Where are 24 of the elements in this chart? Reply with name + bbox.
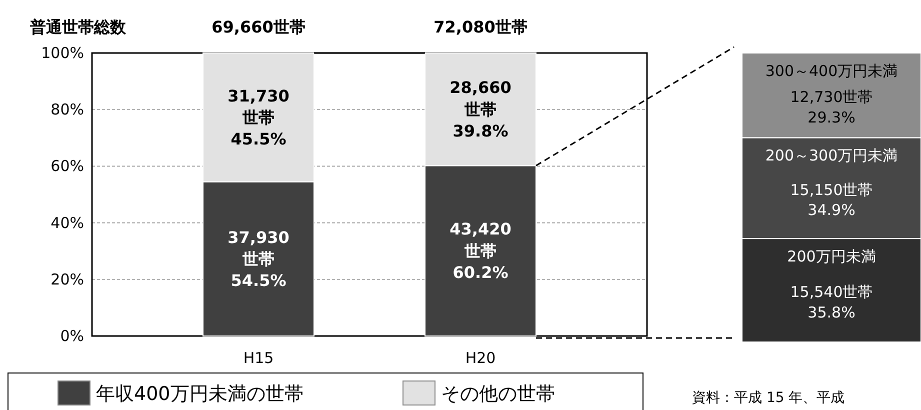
series-label: 200万円未満 (787, 248, 876, 266)
data-label: 37,930 世帯 54.5% (228, 228, 290, 290)
data-label: 12,730世帯 29.3% (790, 88, 873, 126)
legend-label: その他の世帯 (441, 383, 555, 405)
chart-title: 普通世帯総数 (29, 18, 127, 36)
y-tick-label: 20% (50, 270, 84, 288)
annotation: 72,080世帯 (434, 18, 528, 36)
text: 資料：平成 15 年、平成 (692, 390, 845, 406)
series-label: 300～400万円未満 (765, 62, 898, 80)
annotation: 69,660世帯 (212, 18, 306, 36)
data-label: 15,540世帯 35.8% (790, 283, 873, 322)
x-tick-label: H20 (465, 349, 496, 367)
data-label: 15,150世帯 34.9% (790, 180, 873, 220)
y-tick-label: 40% (50, 214, 84, 232)
series-label: 200～300万円未満 (765, 146, 898, 165)
x-tick-label: H15 (243, 349, 274, 367)
y-tick-label: 80% (50, 100, 84, 119)
y-tick-label: 100% (41, 44, 84, 62)
data-label: 43,420 世帯 60.2% (450, 220, 512, 282)
data-label: 31,730 世帯 45.5% (228, 86, 290, 148)
legend-label: 年収400万円未満の世帯 (96, 383, 304, 405)
y-tick-label: 0% (60, 327, 84, 345)
data-label: 28,660 世帯 39.8% (450, 78, 512, 140)
y-tick-label: 60% (50, 157, 84, 176)
